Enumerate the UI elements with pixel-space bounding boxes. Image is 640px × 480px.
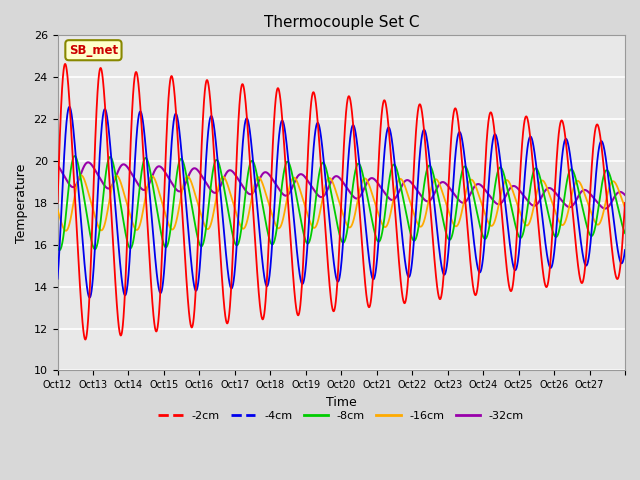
Title: Thermocouple Set C: Thermocouple Set C: [264, 15, 419, 30]
Text: SB_met: SB_met: [69, 44, 118, 57]
X-axis label: Time: Time: [326, 396, 356, 408]
Y-axis label: Temperature: Temperature: [15, 163, 28, 242]
Legend: -2cm, -4cm, -8cm, -16cm, -32cm: -2cm, -4cm, -8cm, -16cm, -32cm: [154, 406, 529, 425]
